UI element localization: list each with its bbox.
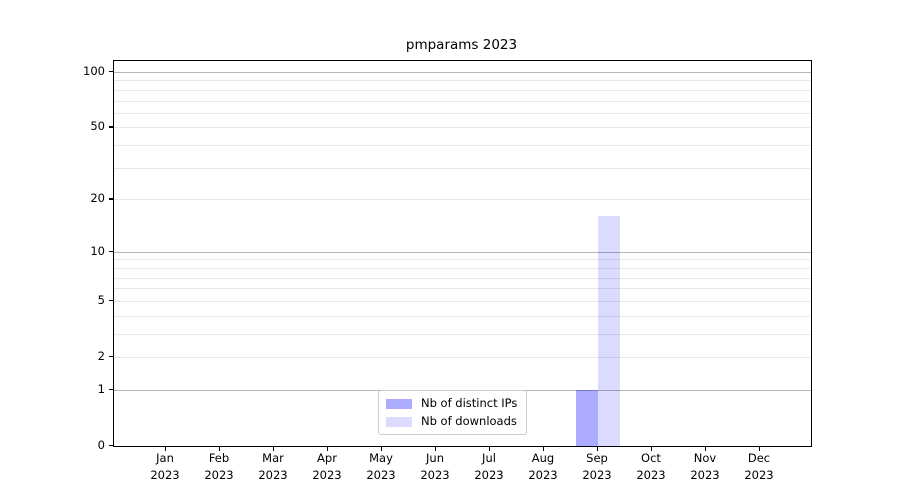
- y-tick-label: 1: [97, 381, 105, 396]
- y-tick-mark: [109, 198, 113, 200]
- y-gridline-minor: [114, 145, 811, 147]
- y-gridline-minor: [114, 357, 811, 358]
- y-tick-label: 2: [97, 349, 105, 363]
- y-tick-label: 0: [97, 438, 105, 452]
- y-tick-mark: [109, 126, 113, 128]
- x-tick-label: May 2023: [349, 450, 413, 484]
- x-tick-mark: [489, 447, 491, 451]
- legend-item: Nb of distinct IPs: [386, 397, 517, 410]
- x-tick-mark: [651, 447, 653, 451]
- bar-nb-of-downloads-sep: [598, 216, 620, 446]
- x-tick-month: Jan: [156, 451, 174, 465]
- x-tick-label: Apr 2023: [295, 450, 359, 484]
- plot-area: Nb of distinct IPs Nb of downloads: [113, 60, 812, 447]
- y-tick-label: 100: [83, 64, 105, 78]
- x-tick-label: Nov 2023: [673, 450, 737, 484]
- x-tick-month: Sep: [586, 451, 608, 465]
- y-tick-label: 5: [97, 292, 105, 307]
- y-gridline-minor: [114, 199, 811, 201]
- x-tick-mark: [165, 447, 167, 451]
- x-tick-label: Feb 2023: [187, 450, 251, 484]
- y-gridline-minor: [114, 333, 811, 335]
- legend-label: Nb of distinct IPs: [421, 396, 518, 410]
- y-tick-mark: [109, 388, 113, 391]
- x-tick-month: May: [369, 451, 393, 465]
- x-tick-month: Oct: [641, 451, 661, 465]
- x-tick-label: Dec 2023: [727, 450, 791, 484]
- x-tick-mark: [597, 447, 599, 451]
- y-gridline-minor: [114, 127, 811, 129]
- y-tick-label: 10: [90, 243, 105, 258]
- x-tick-month: Feb: [208, 451, 230, 465]
- y-gridline-minor: [114, 89, 811, 91]
- x-tick-label: Jan 2023: [133, 450, 197, 484]
- x-tick-mark: [435, 447, 437, 451]
- bar-nb-of-distinct-ips-sep: [576, 389, 598, 446]
- x-tick-label: Jul 2023: [457, 450, 521, 484]
- x-tick-mark: [543, 447, 545, 451]
- x-tick-mark: [381, 447, 383, 451]
- y-tick-label: 20: [90, 191, 105, 206]
- x-tick-month: Jun: [426, 451, 444, 465]
- y-gridline-minor: [114, 267, 811, 269]
- legend-item: Nb of downloads: [386, 415, 517, 428]
- y-tick-mark: [109, 445, 113, 447]
- x-tick-label: Jun 2023: [403, 450, 467, 484]
- x-tick-label: Sep 2023: [565, 450, 629, 484]
- x-tick-month: Mar: [262, 451, 284, 465]
- legend-swatch: [386, 416, 412, 427]
- x-tick-mark: [273, 447, 275, 451]
- legend-label: Nb of downloads: [421, 414, 517, 428]
- y-gridline-minor: [114, 80, 811, 82]
- x-tick-year: 2023: [258, 468, 288, 482]
- legend-swatch: [386, 398, 412, 409]
- x-tick-month: Nov: [693, 451, 717, 465]
- x-tick-month: Dec: [747, 451, 771, 465]
- y-tick-mark: [109, 71, 113, 73]
- x-tick-month: Apr: [317, 451, 337, 465]
- y-tick-mark: [109, 356, 113, 358]
- x-tick-year: 2023: [474, 468, 504, 482]
- x-tick-label: Mar 2023: [241, 450, 305, 484]
- x-tick-year: 2023: [744, 468, 774, 482]
- y-gridline-major: [114, 251, 811, 253]
- x-tick-mark: [705, 447, 707, 451]
- x-tick-mark: [759, 447, 761, 451]
- y-gridline-minor: [114, 288, 811, 290]
- x-tick-year: 2023: [582, 468, 612, 482]
- y-gridline-minor: [114, 259, 811, 261]
- x-tick-year: 2023: [636, 468, 666, 482]
- y-gridline-minor: [114, 277, 811, 279]
- y-tick-mark: [109, 250, 113, 252]
- x-tick-month: Aug: [531, 451, 555, 465]
- x-tick-year: 2023: [690, 468, 720, 482]
- y-tick-label: 50: [90, 119, 105, 134]
- x-tick-label: Aug 2023: [511, 450, 575, 484]
- x-tick-label: Oct 2023: [619, 450, 683, 484]
- y-gridline-minor: [114, 112, 811, 114]
- x-tick-year: 2023: [312, 468, 342, 482]
- chart-title: pmparams 2023: [405, 37, 518, 53]
- x-tick-year: 2023: [204, 468, 234, 482]
- y-tick-mark: [109, 299, 113, 302]
- y-gridline-minor: [114, 300, 811, 302]
- x-tick-year: 2023: [420, 468, 450, 482]
- y-gridline-minor: [114, 315, 811, 317]
- y-gridline-major: [114, 72, 811, 73]
- y-gridline-minor: [114, 167, 811, 169]
- x-tick-year: 2023: [366, 468, 396, 482]
- x-tick-year: 2023: [150, 468, 180, 482]
- x-tick-mark: [219, 447, 221, 451]
- x-tick-year: 2023: [528, 468, 558, 482]
- x-tick-month: Jul: [482, 451, 496, 465]
- legend: Nb of distinct IPs Nb of downloads: [378, 390, 528, 435]
- y-gridline-minor: [114, 100, 811, 102]
- x-tick-mark: [327, 447, 329, 451]
